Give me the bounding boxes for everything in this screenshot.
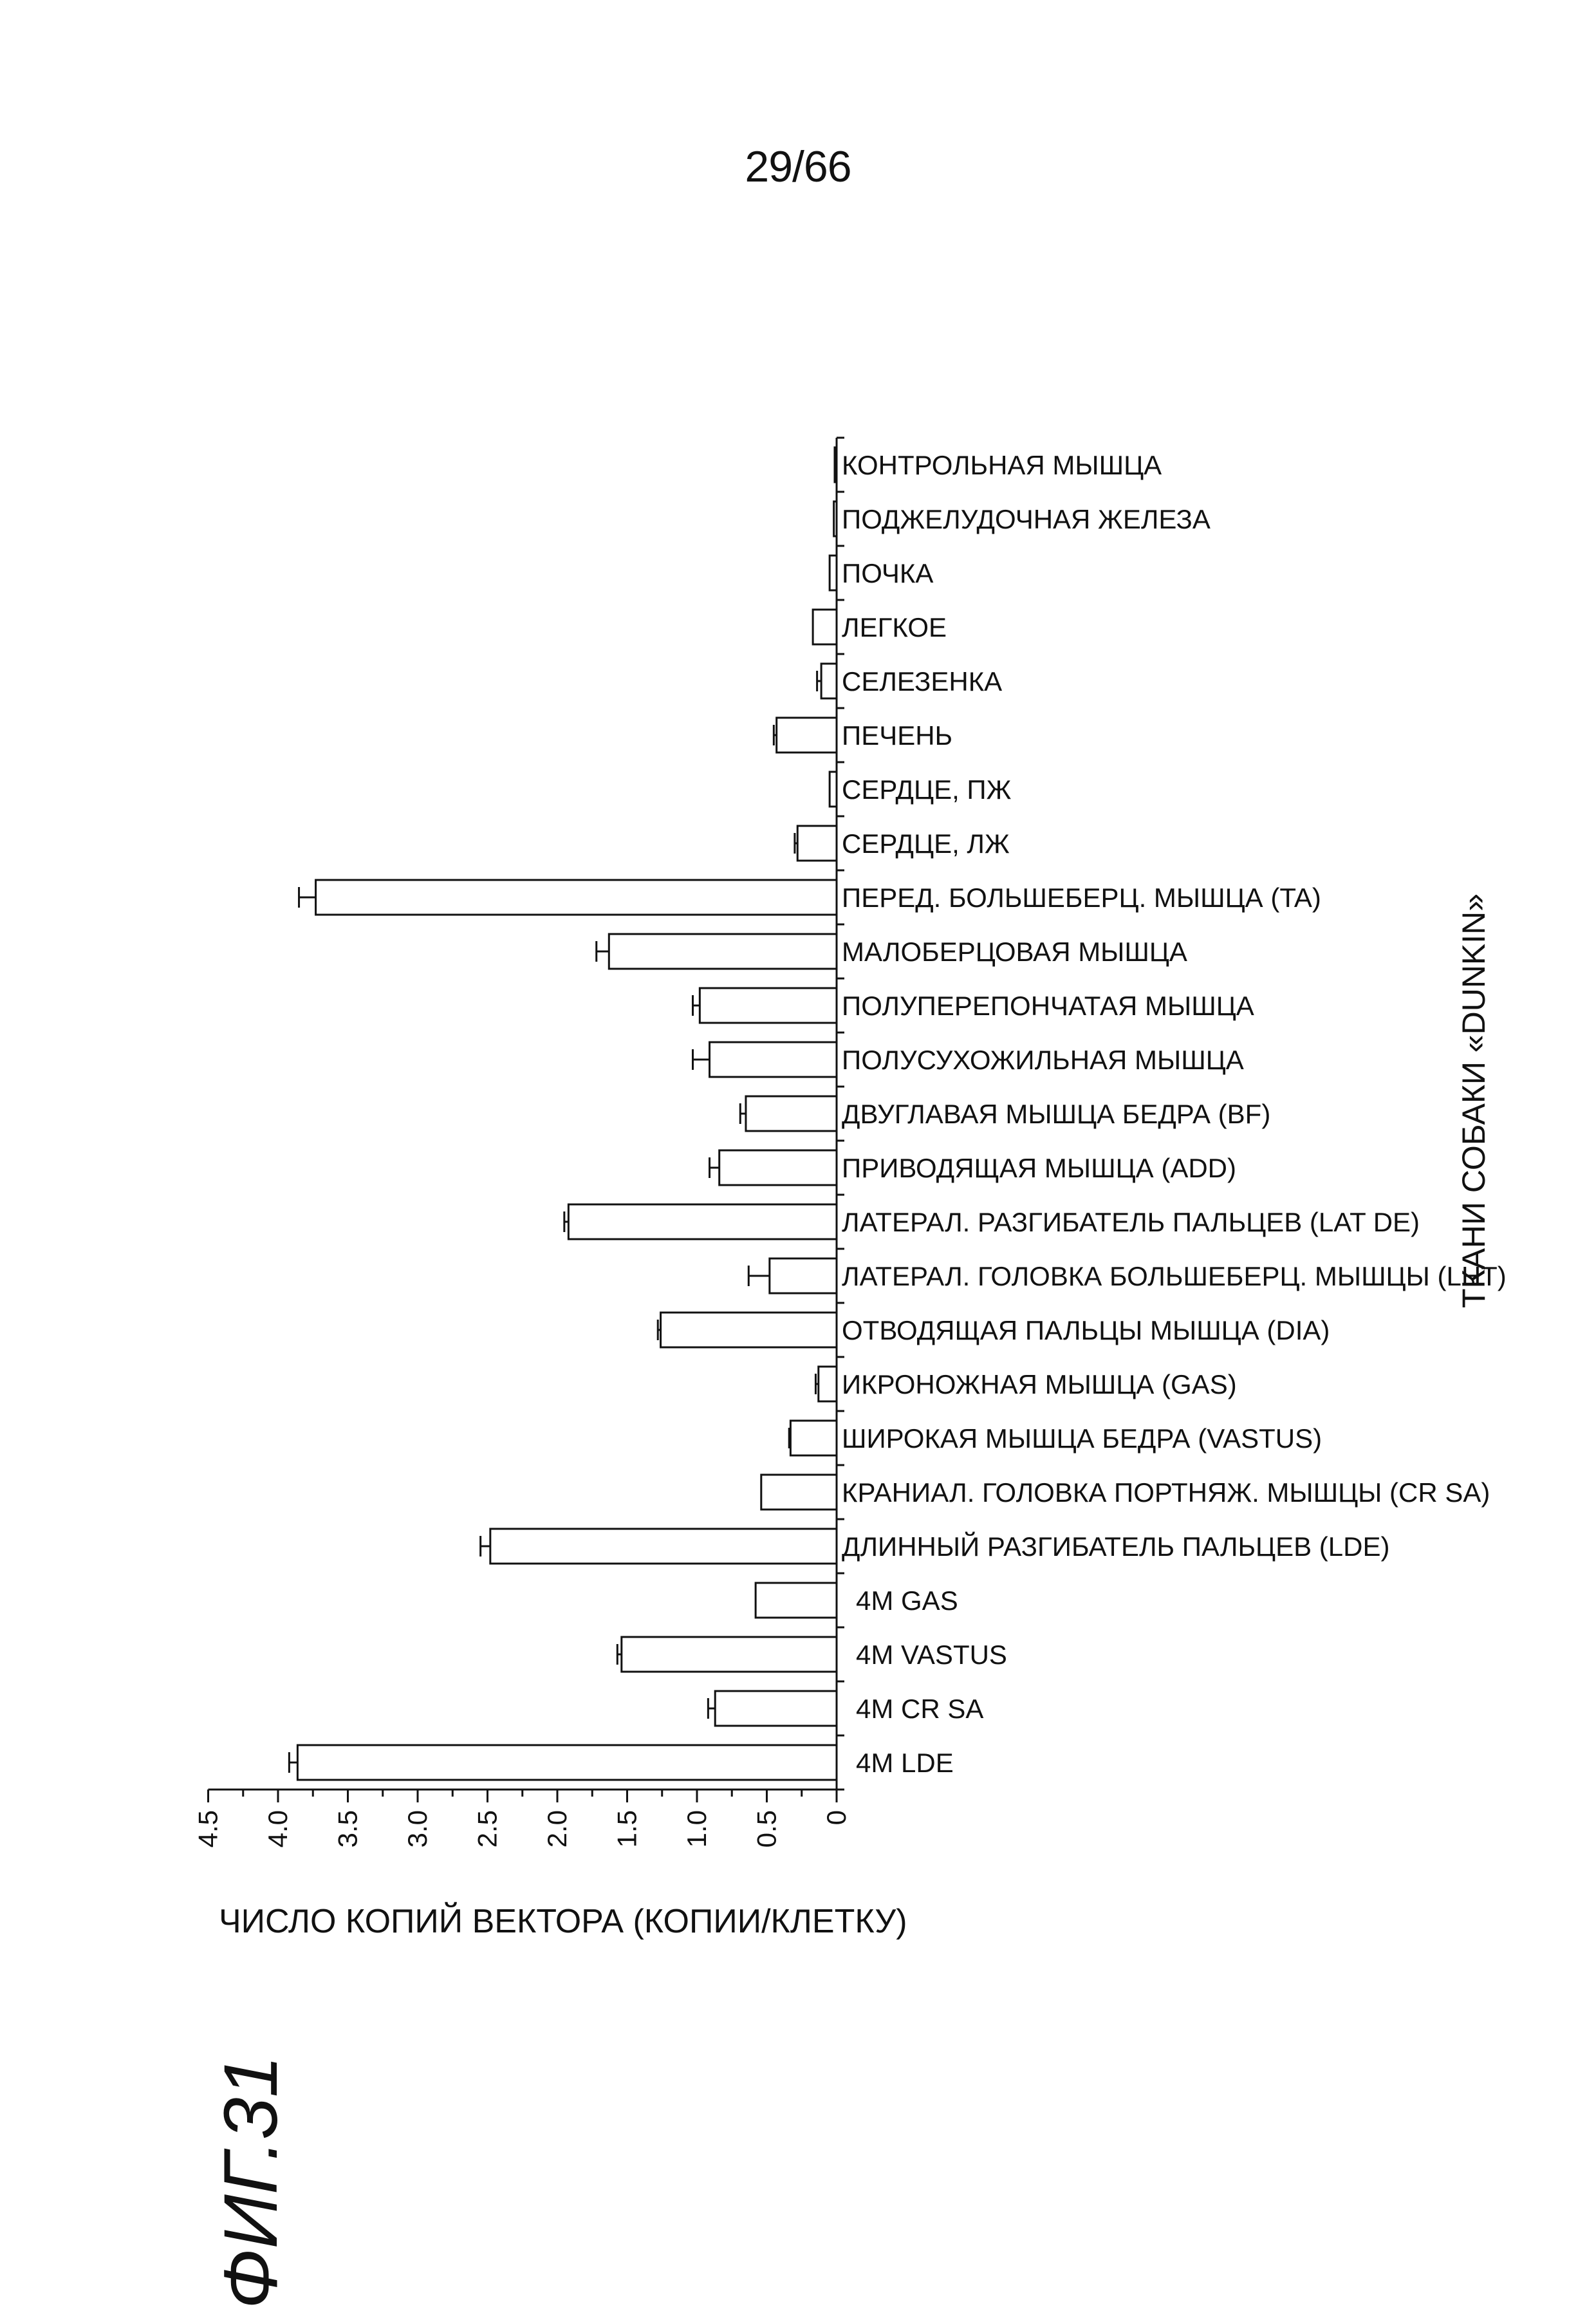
bar <box>819 1367 837 1401</box>
bar <box>830 556 837 590</box>
category-label: СЕРДЦЕ, ЛЖ <box>842 828 1010 859</box>
bar <box>661 1313 837 1347</box>
bar <box>316 880 837 915</box>
category-label: ШИРОКАЯ МЫШЦА БЕДРА (VASTUS) <box>842 1423 1322 1454</box>
category-label: ПЕРЕД. БОЛЬШЕБЕРЦ. МЫШЦА (TA) <box>842 883 1321 913</box>
category-label: СЕРДЦЕ, ПЖ <box>842 774 1012 805</box>
figure-label: ФИГ.31 <box>207 2055 295 2309</box>
category-label: ПОДЖЕЛУДОЧНАЯ ЖЕЛЕЗА <box>842 504 1211 534</box>
category-label: ЛАТЕРАЛ. ГОЛОВКА БОЛЬШЕБЕРЦ. МЫШЦЫ (LHT) <box>842 1261 1507 1291</box>
bar <box>797 826 837 861</box>
bar <box>813 610 837 644</box>
category-label: ДВУГЛАВАЯ МЫШЦА БЕДРА (BF) <box>842 1099 1270 1129</box>
category-label: ПОЧКА <box>842 558 933 588</box>
category-label: 4M LDE <box>856 1748 954 1778</box>
category-label: КРАНИАЛ. ГОЛОВКА ПОРТНЯЖ. МЫШЦЫ (CR SA) <box>842 1477 1490 1508</box>
category-label: МАЛОБЕРЦОВАЯ МЫШЦА <box>842 937 1187 967</box>
x-tick-label: 2.5 <box>472 1810 503 1847</box>
x-tick-label: 4.5 <box>193 1810 223 1847</box>
bar <box>834 501 837 536</box>
bar <box>790 1421 837 1455</box>
bar <box>568 1204 837 1239</box>
category-label: ЛАТЕРАЛ. РАЗГИБАТЕЛЬ ПАЛЬЦЕВ (LAT DE) <box>842 1207 1420 1237</box>
x-tick-label: 3.0 <box>402 1810 432 1847</box>
bar <box>715 1691 837 1726</box>
bar <box>710 1042 837 1077</box>
y-axis-label: ТКАНИ СОБАКИ «DUNKIN» <box>1455 893 1492 1308</box>
category-label: ПЕЧЕНЬ <box>842 720 952 751</box>
chart-x-ticks: 0 0.5 1.0 1.5 2.0 2.5 3.0 3.5 4.0 4.5 <box>193 1790 852 1847</box>
bar <box>756 1583 837 1618</box>
chart-category-labels: КОНТРОЛЬНАЯ МЫШЦА ПОДЖЕЛУДОЧНАЯ ЖЕЛЕЗА ПОЧ… <box>842 450 1507 1778</box>
category-label: СЕЛЕЗЕНКА <box>842 666 1002 696</box>
category-label: ОТВОДЯЩАЯ ПАЛЬЦЫ МЫШЦА (DIA) <box>842 1315 1330 1345</box>
category-label: 4M GAS <box>856 1585 958 1616</box>
bar <box>746 1096 837 1131</box>
category-label: 4M CR SA <box>856 1694 983 1724</box>
bar <box>821 664 837 698</box>
x-tick-label: 1.5 <box>612 1810 642 1847</box>
chart-bars <box>297 447 837 1780</box>
x-axis-label: ЧИСЛО КОПИЙ ВЕКТОРА (КОПИИ/КЛЕТКУ) <box>219 1902 907 1941</box>
category-label: КОНТРОЛЬНАЯ МЫШЦА <box>842 450 1162 480</box>
bar <box>297 1745 837 1780</box>
x-tick-label: 2.0 <box>542 1810 572 1847</box>
category-label: ЛЕГКОЕ <box>842 612 947 642</box>
x-tick-label: 3.5 <box>333 1810 363 1847</box>
category-label: ПОЛУПЕРЕПОНЧАТАЯ МЫШЦА <box>842 991 1254 1021</box>
x-tick-label: 1.0 <box>682 1810 712 1847</box>
x-tick-label: 4.0 <box>263 1810 293 1847</box>
bar <box>770 1258 837 1293</box>
bar <box>777 718 837 753</box>
category-label: ПОЛУСУХОЖИЛЬНАЯ МЫШЦА <box>842 1045 1244 1075</box>
category-label: ПРИВОДЯЩАЯ МЫШЦА (ADD) <box>842 1153 1236 1183</box>
bar <box>609 934 837 969</box>
x-tick-label: 0.5 <box>752 1810 782 1847</box>
bar <box>700 988 837 1023</box>
bar <box>835 447 837 482</box>
category-label: ИКРОНОЖНАЯ МЫШЦА (GAS) <box>842 1369 1237 1399</box>
bar <box>719 1150 837 1185</box>
bar <box>830 772 837 807</box>
bar <box>490 1529 837 1564</box>
x-tick-label: 0 <box>821 1810 851 1825</box>
bar <box>761 1475 837 1510</box>
bar <box>622 1637 837 1672</box>
category-label: ДЛИННЫЙ РАЗГИБАТЕЛЬ ПАЛЬЦЕВ (LDE) <box>842 1531 1389 1562</box>
category-label: 4M VASTUS <box>856 1640 1007 1670</box>
